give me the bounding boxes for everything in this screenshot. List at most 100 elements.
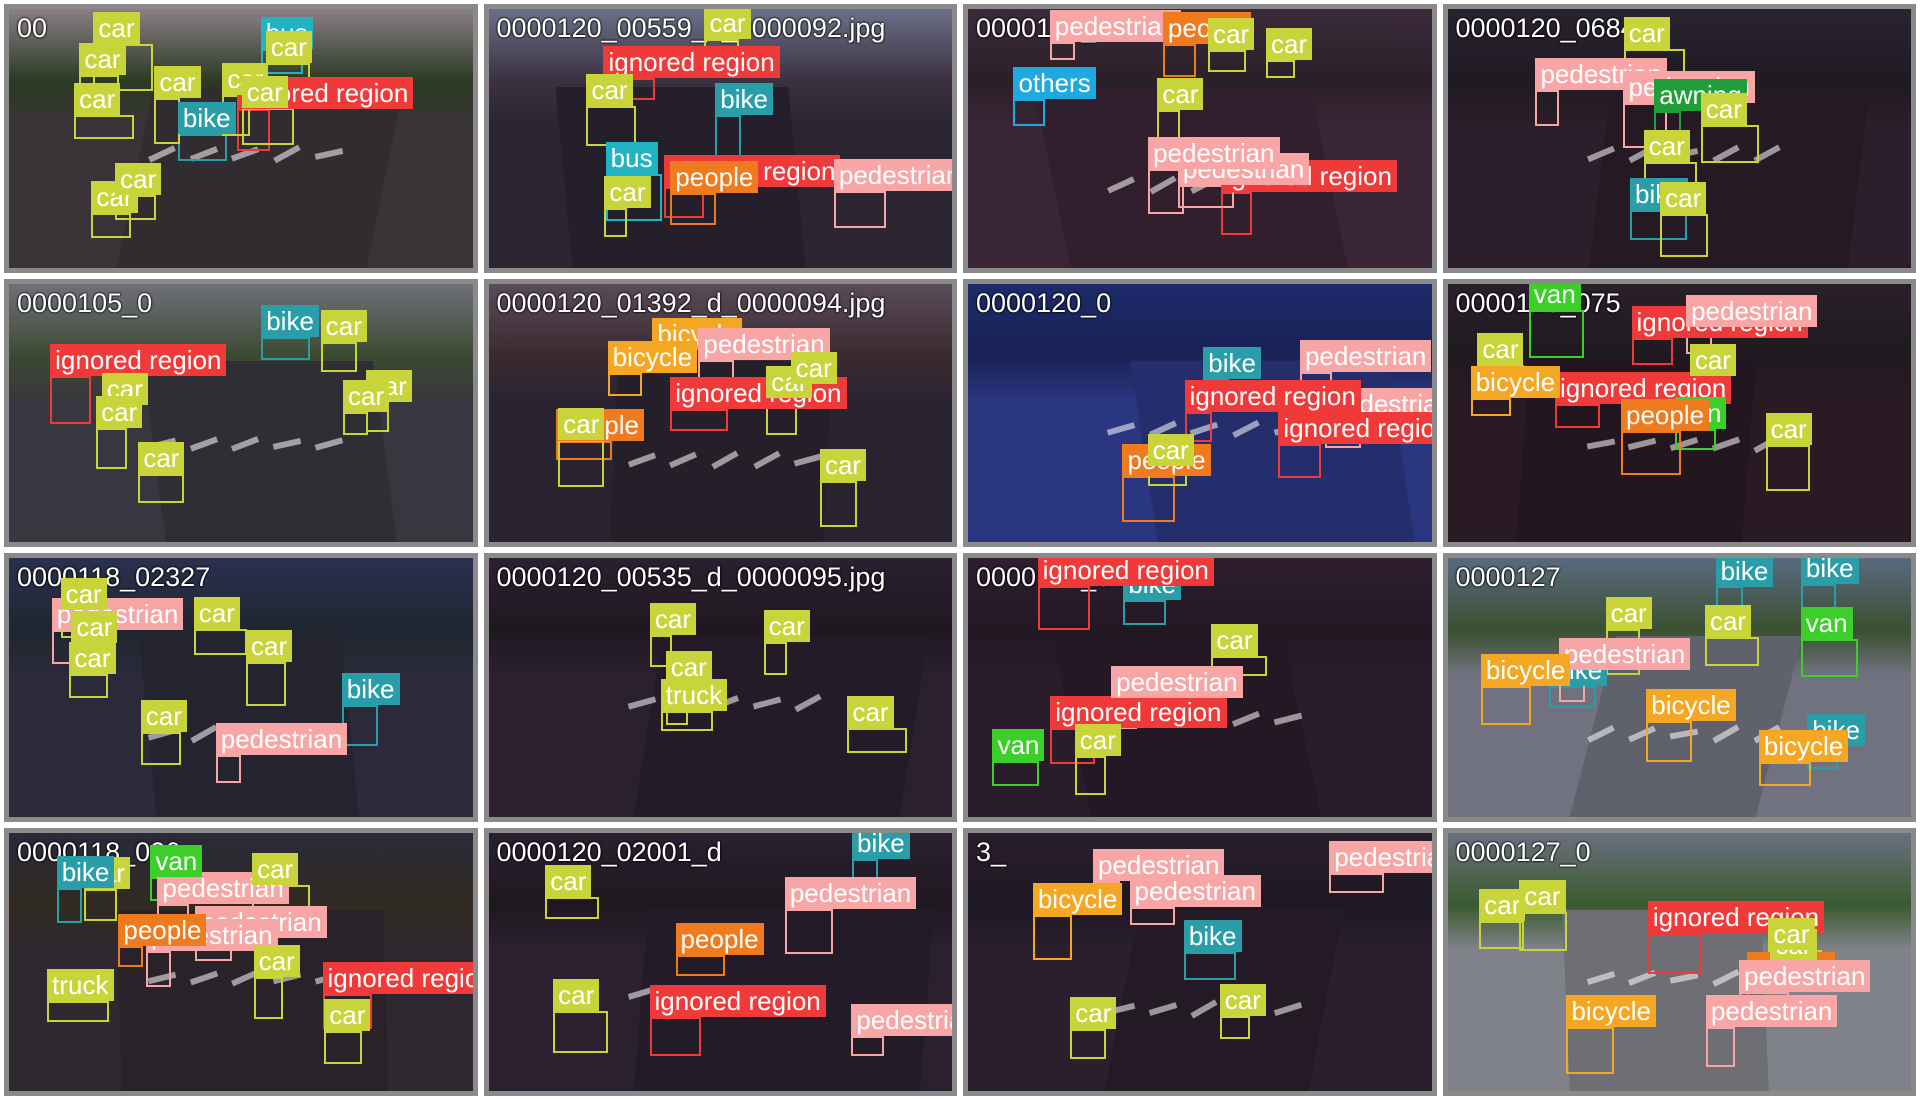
detection-box [74,115,135,139]
detection-label: pedestrian [833,158,953,191]
detection-label: bike [1800,557,1859,585]
detection-box [1555,403,1600,429]
detection-box [342,412,369,436]
image-tile: 0000120_0 pedestrian ignored regionignored… [963,278,1437,547]
detection-label: bike [56,855,115,888]
detection-label: bicycle [1758,729,1849,762]
detection-label: bike [177,102,236,135]
detection-box [261,337,311,361]
detection-label: ignored region [1278,411,1432,444]
detection-box [1162,44,1197,77]
detection-label: bike [341,673,400,706]
detection-label: car [1477,333,1524,366]
image-tile: 0000118_026 ignored region truck pedestrian… [4,827,478,1096]
detection-label: ignored region [322,961,473,994]
detection-box [1013,99,1045,127]
detection-box [660,710,714,732]
detection-label: car [1070,997,1117,1030]
detection-label: car [320,309,367,342]
detection-box [1800,638,1858,677]
detection-box [649,1016,701,1056]
detection-label: people [1621,398,1710,431]
detection-box [69,673,109,699]
detection-box [1528,309,1585,358]
detection-box [1049,41,1076,61]
detection-box [324,1030,363,1064]
image-filename: 0000120_00535_d_0000095.jpg [496,562,886,592]
detection-box [1630,209,1688,241]
detection-label: car [241,75,288,108]
detection-box [1765,445,1811,491]
image-filename: 0000120_06848 [1455,13,1651,43]
detection-box [607,373,643,396]
detection-label: car [649,603,696,636]
image-tile: 0000120_02001_d ignored region bike pedestr… [483,827,957,1096]
detection-box [215,754,242,784]
detection-box [1208,50,1247,72]
image-tile: 0000120_01392_d_0000094.jpg ignored regio… [483,278,957,547]
detection-box [1758,761,1812,787]
image-tile: 0000118_02327 pedestrian pedestrian car car c… [4,553,478,822]
detection-label: people [670,160,759,193]
image-tile: 0000120_00535_d_0000095.jpg car car car truc… [483,553,957,822]
detection-label: truck [47,968,114,1001]
detection-label: people [675,923,764,956]
detection-box [670,409,729,431]
detection-box [1329,873,1385,894]
detection-box [1704,637,1759,666]
detection-label: car [1157,77,1204,110]
detection-label: car [1479,888,1526,921]
detection-label: pedestrian [1739,959,1871,992]
detection-label: ignored region [649,984,826,1017]
detection-label: car [71,611,118,644]
detection-box [1265,59,1295,78]
detection-box [1278,443,1322,478]
detection-box [670,192,716,225]
detection-label: car [1765,413,1812,446]
detection-label: car [265,31,312,64]
detection-box [1646,721,1692,763]
detection-box [1535,89,1559,126]
image-filename: 0000120_02001_d [496,836,722,867]
detection-label: people [1162,12,1251,45]
detection-label: car [1643,130,1690,163]
detection-label: car [154,66,201,99]
detection-box [1184,411,1212,442]
detection-box [1074,755,1107,796]
detection-box [1032,914,1073,960]
detection-box [96,428,128,469]
detection-label: bike [1203,346,1261,379]
detection-label: car [1219,984,1266,1017]
image-filename: 3_ [976,836,1007,867]
detection-label: car [253,944,300,977]
detection-label: pedestrian [784,876,917,909]
detection-box [1549,686,1596,708]
detection-label: bicycle [607,341,698,374]
detection-box [50,376,91,424]
detection-box [1129,907,1176,926]
detection-box [992,760,1040,787]
detection-box [558,440,604,488]
image-filename: 0000105_0 [17,287,153,318]
detection-box [47,1000,109,1023]
detection-label: pedestrian [1111,665,1243,698]
detection-label: bike [1715,557,1774,587]
detection-box [1647,933,1702,975]
detection-label: car [1700,93,1747,126]
detection-label: car [115,162,162,195]
detection-label: car [604,175,651,208]
detection-box [545,896,600,919]
detection-label: pedestrian [1148,136,1280,169]
detection-box [586,106,636,147]
detection-label: car [140,699,187,732]
detection-label: bicycle [1470,365,1561,398]
detection-box [118,945,144,968]
detection-box [237,109,271,151]
image-tile: 0000127 bike pedestrian bicycle van bike bicyc… [1442,553,1916,822]
detection-label: bicycle [1566,994,1656,1027]
detection-label: car [665,651,712,684]
detection-label: car [96,396,143,429]
